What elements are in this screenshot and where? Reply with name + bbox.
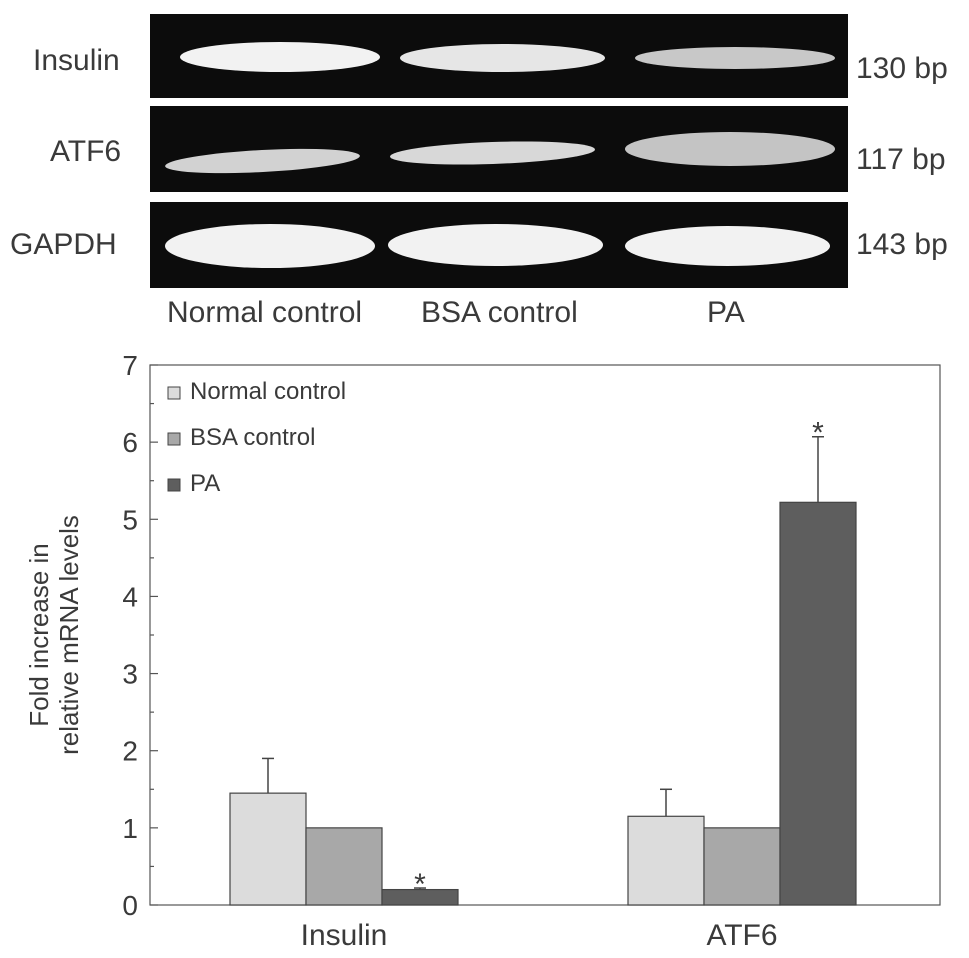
gel-strip-gapdh: [150, 202, 848, 288]
bar: [627, 815, 705, 906]
gel-band: [635, 47, 835, 69]
bar: [229, 792, 307, 906]
gel-band: [400, 44, 605, 72]
y-tick-label: 5: [122, 504, 138, 535]
legend-label: Normal control: [190, 378, 346, 405]
gel-band: [625, 226, 830, 266]
gel-band: [180, 42, 380, 72]
bar: [703, 827, 781, 906]
y-axis-label-line: Fold increase in: [24, 543, 54, 727]
gel-size-atf6: 117 bp: [856, 143, 946, 176]
gel-row-label-insulin: Insulin: [33, 44, 120, 77]
y-tick-label: 1: [122, 813, 138, 844]
y-tick-label: 2: [122, 736, 138, 767]
legend-swatch: [167, 478, 181, 492]
y-tick-label: 0: [122, 890, 138, 921]
bar: [305, 827, 383, 906]
gel-lane-label-bsa-control: BSA control: [421, 296, 578, 329]
gel-size-gapdh: 143 bp: [856, 228, 948, 261]
x-tick-label: Insulin: [301, 919, 388, 952]
legend-label: PA: [190, 470, 220, 497]
gel-lane-label-normal-control: Normal control: [167, 296, 363, 329]
y-tick-label: 6: [122, 427, 138, 458]
bar-chart: 0 1 2 3 4 5 6 7 Fold increase in relative mRNA le…: [24, 350, 941, 952]
gel-size-insulin: 130 bp: [856, 52, 948, 85]
y-tick-label: 3: [122, 659, 138, 690]
bar: [779, 501, 857, 906]
y-axis-label-line: relative mRNA levels: [54, 515, 84, 755]
y-tick-label: 4: [122, 581, 138, 612]
significance-marker: *: [812, 417, 824, 450]
gel-row-label-gapdh: GAPDH: [10, 228, 117, 261]
legend-swatch: [167, 386, 181, 400]
gel-row-label-atf6: ATF6: [50, 135, 122, 168]
gel-band: [388, 224, 603, 266]
gel-strip-insulin: [150, 14, 848, 98]
gel-band: [625, 132, 835, 166]
significance-marker: *: [414, 868, 426, 901]
legend-swatch: [167, 432, 181, 446]
gel-lane-label-pa: PA: [707, 296, 745, 329]
gel-band: [165, 224, 375, 268]
y-tick-label: 7: [122, 350, 138, 381]
legend-label: BSA control: [190, 424, 315, 451]
gel-band: [164, 144, 361, 178]
gel-strip-atf6: [150, 106, 848, 192]
gel-band: [389, 138, 596, 168]
x-tick-label: ATF6: [706, 919, 777, 952]
